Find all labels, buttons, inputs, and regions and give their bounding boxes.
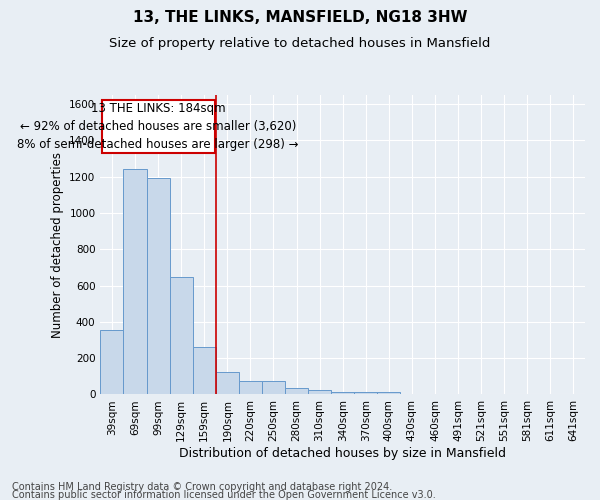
Bar [308,390,331,394]
Bar [285,388,308,394]
Bar [170,278,193,394]
Bar [331,392,354,394]
Bar [124,170,146,394]
Text: 13, THE LINKS, MANSFIELD, NG18 3HW: 13, THE LINKS, MANSFIELD, NG18 3HW [133,10,467,25]
Bar [100,330,124,394]
Bar [377,392,400,394]
Y-axis label: Number of detached properties: Number of detached properties [51,152,64,338]
Bar [216,372,239,394]
Text: 13 THE LINKS: 184sqm
← 92% of detached houses are smaller (3,620)
8% of semi-det: 13 THE LINKS: 184sqm ← 92% of detached h… [17,102,299,152]
X-axis label: Distribution of detached houses by size in Mansfield: Distribution of detached houses by size … [179,447,506,460]
Bar [146,178,170,394]
Bar [193,348,216,395]
Bar [262,381,285,394]
Text: Contains HM Land Registry data © Crown copyright and database right 2024.: Contains HM Land Registry data © Crown c… [12,482,392,492]
Text: Size of property relative to detached houses in Mansfield: Size of property relative to detached ho… [109,38,491,51]
Bar [239,381,262,394]
Bar [354,392,377,394]
Text: Contains public sector information licensed under the Open Government Licence v3: Contains public sector information licen… [12,490,436,500]
FancyBboxPatch shape [101,100,215,153]
